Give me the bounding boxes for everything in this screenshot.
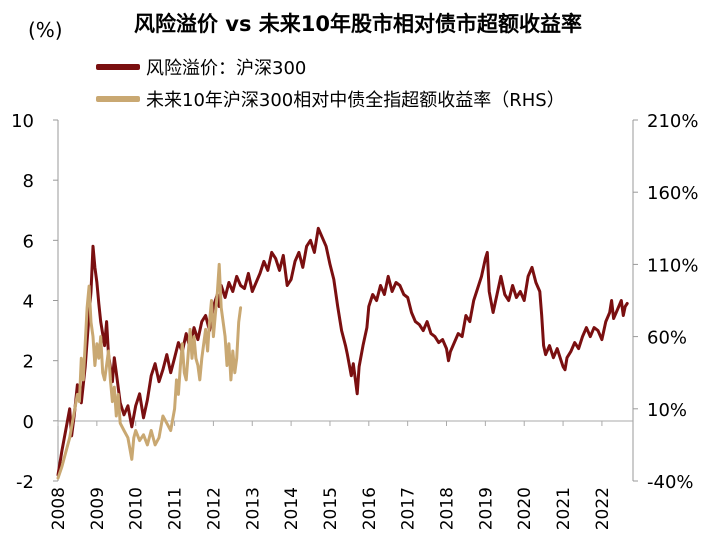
series-line-excess-return (56, 262, 243, 480)
x-tick-label: 2020 (515, 487, 535, 530)
chart-title: 风险溢价 vs 未来10年股市相对债市超额收益率 (133, 12, 583, 36)
left-tick-label: 6 (23, 231, 34, 252)
x-tick-label: 2018 (438, 487, 458, 530)
right-tick-label: 160% (647, 183, 698, 204)
x-tick-label: 2013 (243, 487, 263, 530)
x-tick-label: 2019 (476, 487, 496, 530)
x-tick-label: 2012 (204, 487, 224, 530)
left-tick-label: 8 (23, 171, 34, 192)
x-tick-label: 2022 (593, 487, 613, 530)
x-tick-label: 2008 (49, 487, 69, 530)
legend-swatch-risk-premium (96, 64, 140, 70)
legend-swatch-excess-return (96, 96, 140, 102)
legend-item-excess-return: 未来10年沪深300相对中债全指超额收益率（RHS） (96, 86, 565, 112)
left-tick-label: 2 (23, 352, 34, 373)
right-tick-label: 60% (647, 328, 687, 349)
x-tick-label: 2021 (554, 487, 574, 530)
series-line-risk-premium (56, 226, 629, 477)
x-tick-label: 2011 (166, 487, 186, 530)
left-tick-label: 10 (11, 111, 34, 132)
x-tick-label: 2010 (127, 487, 147, 530)
right-tick-label: 210% (647, 111, 698, 132)
right-tick-label: 10% (647, 400, 687, 421)
left-tick-label: 4 (23, 292, 34, 313)
left-tick-label: -2 (16, 472, 34, 493)
legend-label-risk-premium: 风险溢价：沪深300 (146, 58, 307, 79)
x-tick-label: 2015 (321, 487, 341, 530)
x-tick-label: 2017 (399, 487, 419, 530)
legend-item-risk-premium: 风险溢价：沪深300 (96, 54, 306, 80)
x-tick-label: 2016 (360, 487, 380, 530)
right-tick-label: 110% (647, 255, 698, 276)
right-tick-label: -40% (647, 472, 694, 493)
x-tick-label: 2014 (282, 487, 302, 530)
left-tick-label: 0 (23, 412, 34, 433)
legend-label-excess-return: 未来10年沪深300相对中债全指超额收益率（RHS） (146, 90, 565, 111)
x-tick-label: 2009 (88, 487, 108, 530)
y-unit-label: (%) (28, 18, 63, 42)
